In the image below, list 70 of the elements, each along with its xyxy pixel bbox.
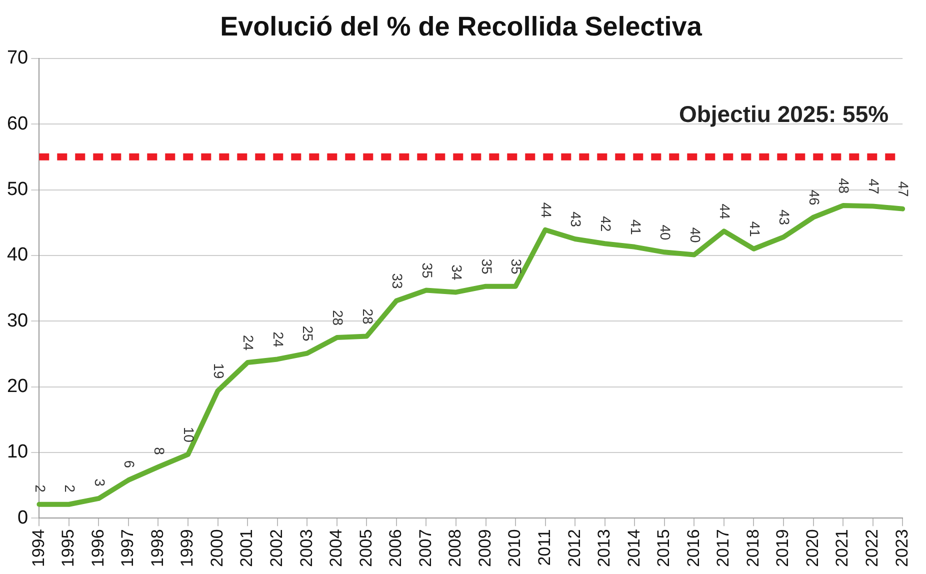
data-label: 2	[62, 484, 78, 493]
data-label: 19	[210, 363, 227, 379]
y-tick-label: 70	[6, 48, 28, 69]
y-tick-label: 0	[18, 507, 28, 528]
x-tick-label: 2015	[654, 529, 674, 568]
data-label: 43	[568, 211, 584, 228]
y-tick-label: 10	[6, 442, 28, 463]
ref-line-label: Objectiu 2025: 55%	[678, 100, 889, 127]
data-label: 24	[270, 332, 286, 348]
data-label: 43	[776, 209, 793, 226]
x-tick-label: 1998	[148, 529, 167, 568]
data-label: 44	[538, 202, 554, 218]
data-label: 46	[806, 190, 822, 206]
data-label: 33	[390, 273, 406, 289]
x-tick-label: 2018	[743, 529, 762, 568]
x-tick-label: 2002	[267, 529, 286, 568]
x-tick-label: 2013	[594, 529, 614, 568]
data-label: 8	[151, 447, 168, 456]
data-label: 42	[598, 216, 614, 232]
data-label: 34	[449, 264, 466, 280]
data-label: 28	[360, 308, 376, 324]
y-tick-label: 60	[6, 113, 28, 134]
data-label: 40	[658, 224, 674, 240]
x-tick-label: 1994	[28, 529, 48, 568]
y-tick-label: 50	[6, 179, 28, 200]
data-label: 35	[508, 258, 525, 275]
x-tick-label: 1995	[58, 529, 78, 568]
x-tick-label: 2011	[534, 529, 554, 566]
x-tick-label: 2012	[564, 529, 584, 568]
x-tick-label: 2016	[684, 529, 703, 568]
x-tick-label: 1999	[178, 529, 197, 568]
x-tick-label: 2000	[207, 529, 226, 568]
data-label: 28	[330, 310, 346, 326]
x-tick-label: 2010	[505, 529, 524, 568]
x-tick-label: 2007	[416, 529, 435, 568]
data-label: 41	[746, 221, 763, 238]
data-label: 47	[896, 181, 912, 198]
x-tick-label: 2022	[862, 529, 882, 568]
x-tick-label: 1997	[118, 529, 138, 568]
data-label: 47	[866, 178, 882, 194]
x-tick-label: 2004	[326, 529, 346, 568]
x-tick-label: 2001	[237, 529, 256, 568]
x-tick-label: 1996	[88, 529, 108, 568]
data-label: 35	[419, 262, 436, 278]
data-label: 24	[240, 334, 257, 351]
x-tick-label: 2008	[446, 529, 465, 568]
x-tick-label: 2017	[714, 529, 733, 568]
x-tick-label: 2014	[624, 529, 644, 568]
x-tick-label: 2021	[832, 529, 852, 568]
data-label: 10	[181, 426, 198, 443]
x-tick-label: 2019	[773, 529, 792, 568]
data-label: 41	[628, 219, 644, 236]
data-label: 6	[122, 460, 138, 468]
x-tick-label: 2003	[296, 529, 316, 568]
data-label: 44	[717, 204, 734, 220]
x-tick-label: 2009	[475, 529, 494, 568]
data-label: 25	[300, 326, 316, 342]
chart-title: Evolució del % de Recollida Selectiva	[220, 12, 703, 42]
y-tick-label: 30	[6, 310, 28, 332]
x-tick-label: 2006	[386, 529, 406, 568]
data-label: 3	[92, 478, 108, 487]
x-tick-label: 2005	[356, 529, 376, 568]
y-tick-label: 20	[6, 376, 28, 398]
data-label: 48	[836, 178, 852, 194]
data-label: 35	[478, 258, 495, 275]
data-label: 2	[32, 484, 48, 493]
y-tick-label: 40	[6, 244, 28, 266]
data-label: 40	[687, 227, 704, 243]
x-tick-label: 2020	[802, 529, 822, 568]
x-tick-label: 2023	[892, 529, 912, 568]
